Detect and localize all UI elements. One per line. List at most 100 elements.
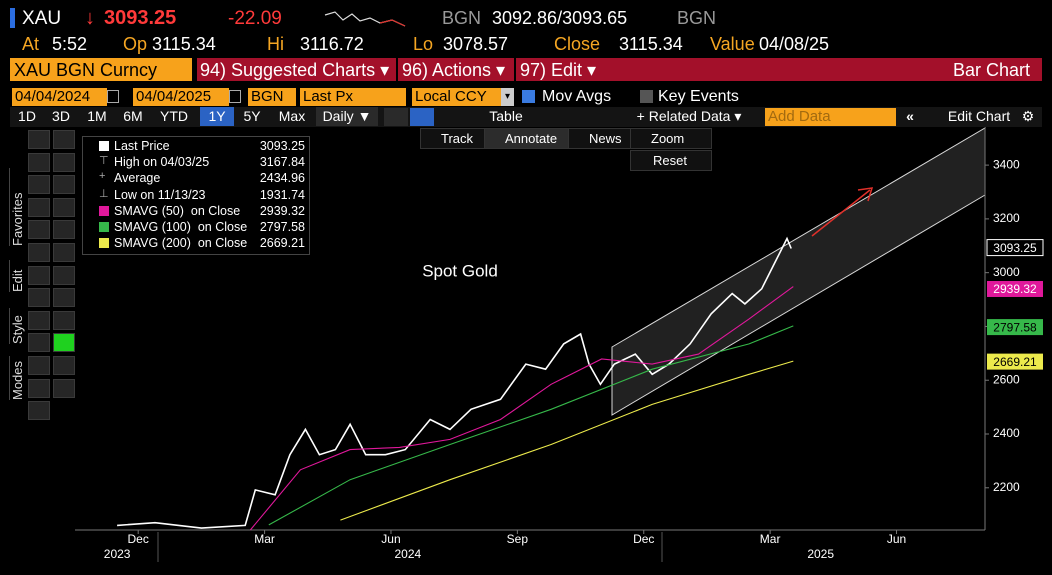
period[interactable]: Max: [278, 108, 306, 124]
security: XAU BGN Curncy: [14, 60, 158, 80]
field[interactable]: Last Px: [300, 88, 406, 106]
quote-value: 04/08/25: [759, 34, 830, 54]
security-marker: [10, 8, 15, 28]
legend-swatch: [99, 205, 109, 216]
menu-separator: [396, 58, 398, 81]
tool-button[interactable]: [28, 310, 50, 330]
edit-chart[interactable]: Edit Chart: [947, 108, 1011, 124]
start-date[interactable]: 04/04/2024: [12, 88, 107, 106]
tool-button[interactable]: [53, 243, 75, 262]
last-value-label: 3093.25: [993, 241, 1037, 255]
legend-swatch: [99, 238, 109, 249]
x-tick-label: Mar: [760, 532, 781, 546]
quote-value: 5:52: [52, 34, 88, 54]
period[interactable]: 5Y: [243, 108, 261, 124]
y-tick-label: 2600: [993, 372, 1020, 386]
calendar-icon[interactable]: [107, 90, 119, 103]
checkbox[interactable]: [640, 90, 653, 103]
tool-button[interactable]: [53, 265, 75, 285]
checkbox-checked[interactable]: [522, 90, 535, 103]
tool-button[interactable]: [28, 175, 50, 195]
period-active[interactable]: 1Y: [200, 107, 234, 126]
add-data[interactable]: Add Data: [765, 108, 896, 126]
tool-button[interactable]: [28, 152, 50, 172]
tool-button[interactable]: [28, 243, 50, 262]
tool-button[interactable]: [28, 401, 50, 421]
legend-label: SMAVG (50) on Close: [114, 203, 241, 218]
line-icon[interactable]: [384, 108, 408, 126]
tool-button[interactable]: [53, 378, 75, 398]
price-line: [117, 236, 792, 529]
legend-value: 1931.74: [259, 187, 305, 202]
period[interactable]: 1D: [18, 108, 36, 124]
dropdown-icon[interactable]: ▾: [501, 88, 514, 106]
end-date[interactable]: 04/04/2025: [133, 88, 229, 106]
tool-button[interactable]: [28, 333, 50, 353]
legend-label: High on 04/03/25: [114, 155, 210, 170]
menu-item[interactable]: 94) Suggested Charts ▾: [200, 60, 390, 80]
tool-button[interactable]: [28, 356, 50, 375]
collapse[interactable]: «: [906, 108, 914, 124]
tool-button[interactable]: [28, 288, 50, 308]
tool-button[interactable]: [53, 130, 75, 149]
security-box[interactable]: [10, 58, 192, 81]
view-name: Bar Chart: [952, 60, 1030, 80]
tool-button[interactable]: [28, 220, 50, 240]
x-tick-label: Mar: [254, 532, 275, 546]
y-tick-label: 3200: [993, 211, 1020, 225]
tool-button[interactable]: [28, 265, 50, 285]
calendar-icon[interactable]: [229, 90, 241, 103]
side-tab[interactable]: Edit: [9, 260, 28, 292]
related-data[interactable]: + Related Data ▾: [636, 108, 742, 124]
tool-button[interactable]: [53, 220, 75, 240]
tool-button[interactable]: [53, 356, 75, 375]
source: BGN: [442, 8, 482, 28]
tool-button[interactable]: [53, 288, 75, 308]
quote-label: Close: [554, 34, 601, 54]
quote-value: 3116.72: [300, 34, 364, 54]
period[interactable]: YTD: [160, 108, 188, 124]
chart-tool[interactable]: Annotate: [484, 128, 586, 149]
last-value-label: 2939.32: [993, 282, 1037, 296]
chart-tool[interactable]: News: [568, 128, 648, 149]
menu-item[interactable]: 97) Edit ▾: [520, 60, 597, 80]
quote-label: Lo: [413, 34, 434, 54]
tool-button[interactable]: [28, 197, 50, 217]
year-label: 2023: [104, 547, 131, 561]
table[interactable]: Table: [489, 108, 523, 124]
tool-button[interactable]: [53, 310, 75, 330]
side-tab[interactable]: Modes: [9, 356, 28, 400]
legend-swatch: [99, 141, 109, 151]
currency[interactable]: Local CCY: [412, 88, 501, 106]
year-label: 2024: [394, 547, 421, 561]
y-tick-label: 2400: [993, 426, 1020, 440]
period[interactable]: 3D: [52, 108, 70, 124]
quote-label: Op: [123, 34, 148, 54]
sparkline-tail: [379, 19, 406, 27]
bar-icon[interactable]: [410, 108, 434, 126]
chart-tool[interactable]: Zoom: [630, 128, 712, 149]
frequency[interactable]: Daily ▼: [316, 107, 378, 126]
side-tab[interactable]: Style: [9, 308, 28, 344]
tool-button[interactable]: [53, 175, 75, 195]
chart-tool[interactable]: Reset: [630, 150, 712, 171]
tool-button[interactable]: [53, 197, 75, 217]
period[interactable]: 6M: [123, 108, 143, 124]
quote-label: Hi: [267, 34, 284, 54]
last-value-badge: [987, 353, 1043, 370]
tool-button[interactable]: [53, 152, 75, 172]
period[interactable]: 1M: [87, 108, 107, 124]
tool-button[interactable]: [28, 378, 50, 398]
side-tab[interactable]: Favorites: [9, 168, 28, 246]
chart-tool[interactable]: Track: [420, 128, 502, 149]
pricing-source[interactable]: BGN: [248, 88, 296, 106]
y-tick-label: 3400: [993, 157, 1020, 171]
last-value-badge: [986, 239, 1044, 257]
menu-item[interactable]: 96) Actions ▾: [402, 60, 506, 80]
moving-average: [268, 325, 794, 526]
tool-button[interactable]: [53, 333, 75, 353]
trend-arrow: [811, 189, 871, 237]
settings-icon[interactable]: ⚙: [1021, 108, 1035, 124]
tool-button[interactable]: [28, 130, 50, 149]
